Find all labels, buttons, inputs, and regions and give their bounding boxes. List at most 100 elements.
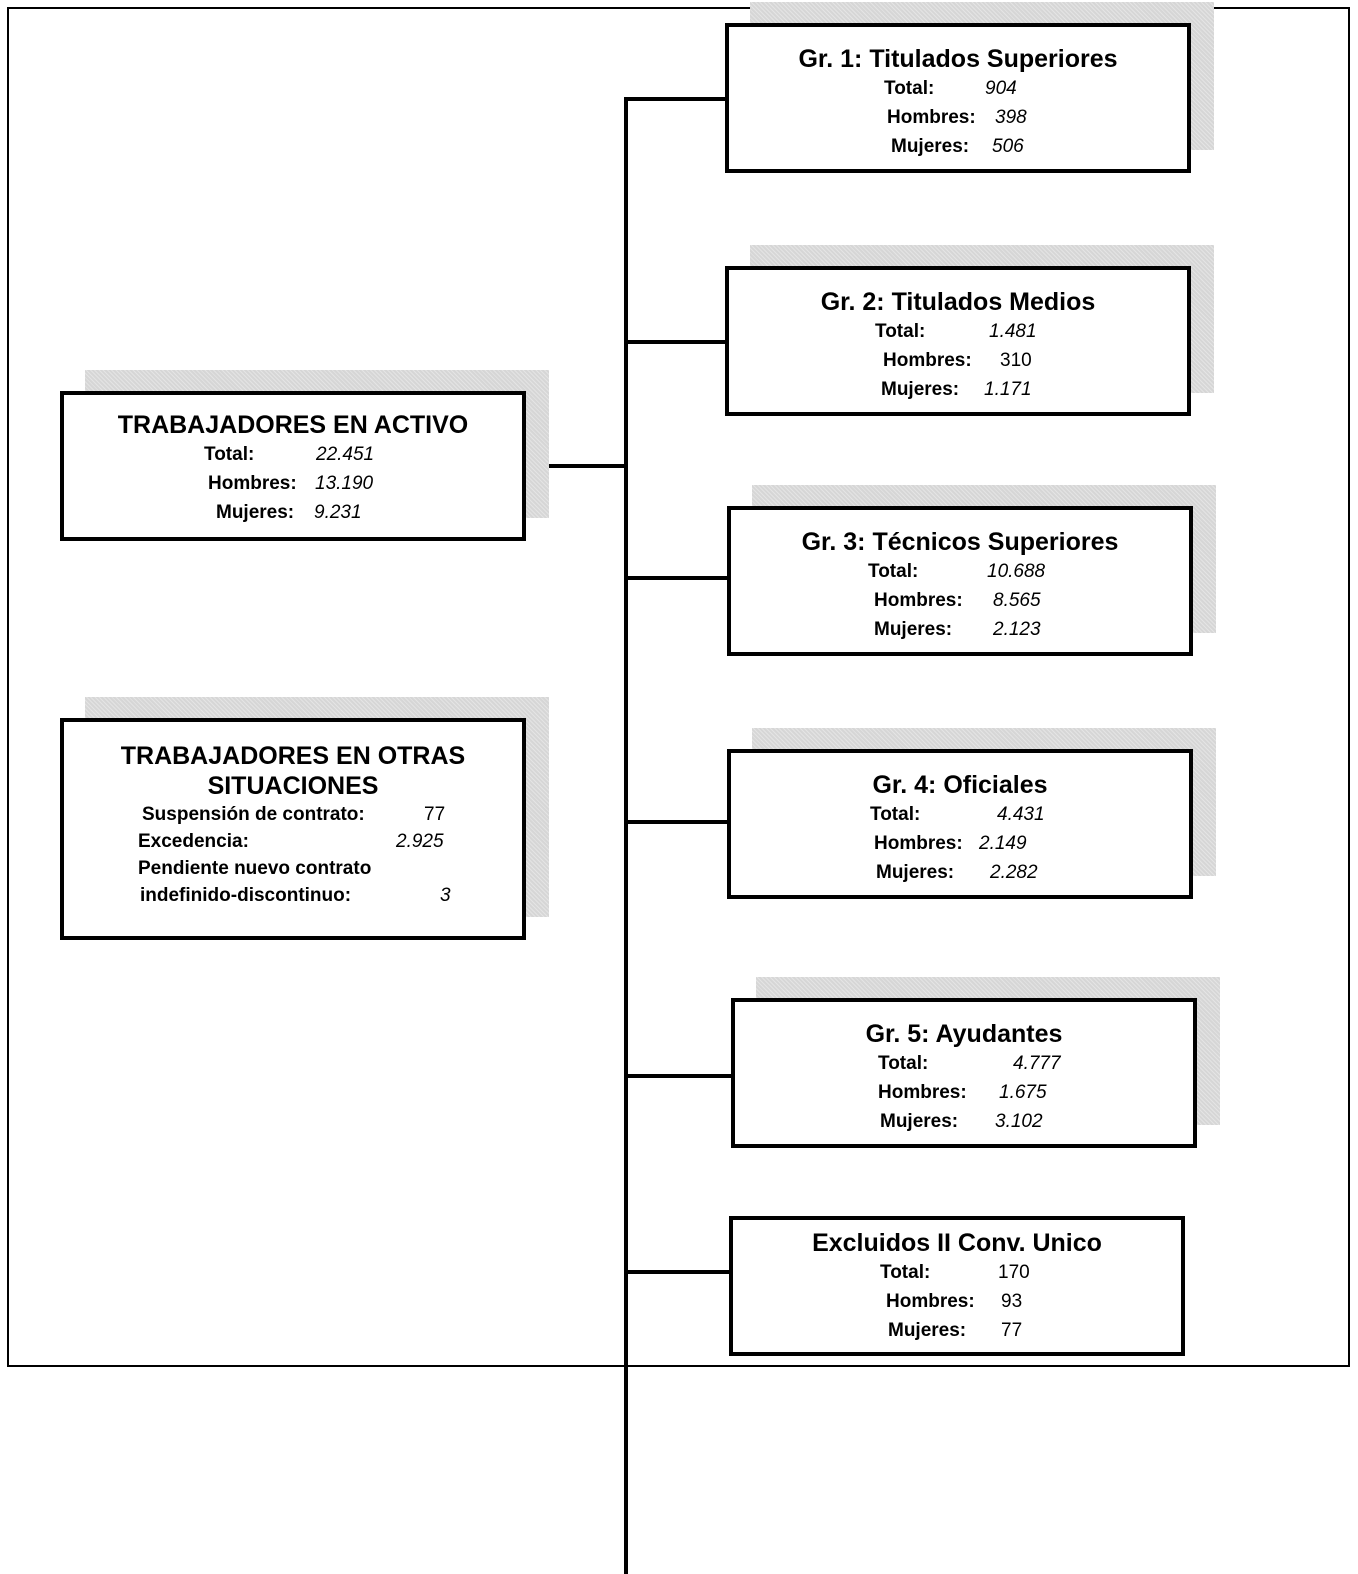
- group-mujeres-value: 77: [1001, 1320, 1023, 1341]
- otras-pendiente-row2: indefinido-discontinuo: 3: [64, 882, 522, 909]
- group-title: Gr. 2: Titulados Medios: [820, 288, 1096, 316]
- total-label: Total:: [878, 1053, 929, 1074]
- suspension-label: Suspensión de contrato:: [142, 804, 365, 825]
- hombres-label: Hombres:: [874, 590, 963, 611]
- activo-hombres-value: 13.190: [315, 473, 374, 494]
- group-total-value: 1.481: [989, 321, 1037, 342]
- group-title: Gr. 3: Técnicos Superiores: [801, 528, 1119, 556]
- group-hombres-row: Hombres: 8.565: [731, 586, 1189, 615]
- connector-gr2: [624, 340, 728, 344]
- activo-hombres-row: Hombres: 13.190: [64, 469, 522, 498]
- group-mujeres-value: 2.123: [993, 619, 1041, 640]
- activo-mujeres-row: Mujeres: 9.231: [64, 498, 522, 527]
- group-hombres-row: Hombres: 398: [729, 103, 1187, 132]
- group-mujeres-row: Mujeres: 3.102: [735, 1107, 1193, 1136]
- excedencia-value: 2.925: [396, 831, 444, 852]
- total-label: Total:: [870, 804, 921, 825]
- group-box-gr4: Gr. 4: Oficiales Total: 4.431 Hombres: 2…: [727, 749, 1193, 899]
- hombres-label: Hombres:: [208, 473, 297, 494]
- otras-suspension-row: Suspensión de contrato: 77: [64, 801, 522, 828]
- group-title: Gr. 1: Titulados Superiores: [798, 45, 1118, 73]
- group-total-value: 4.777: [1013, 1053, 1061, 1074]
- group-mujeres-row: Mujeres: 506: [729, 132, 1187, 161]
- connector-gr1: [624, 97, 728, 101]
- activo-total-value: 22.451: [316, 444, 375, 465]
- otras-excedencia-row: Excedencia: 2.925: [64, 828, 522, 855]
- mujeres-label: Mujeres:: [881, 379, 960, 400]
- group-total-row: Total: 4.431: [731, 800, 1189, 829]
- mujeres-label: Mujeres:: [888, 1320, 967, 1341]
- excedencia-label: Excedencia:: [138, 831, 249, 852]
- otras-pendiente-row1: Pendiente nuevo contrato: [64, 855, 522, 882]
- group-box-gr1: Gr. 1: Titulados Superiores Total: 904 H…: [725, 23, 1191, 173]
- group-total-row: Total: 170: [733, 1258, 1181, 1287]
- group-hombres-value: 398: [995, 107, 1027, 128]
- mujeres-label: Mujeres:: [891, 136, 970, 157]
- group-hombres-row: Hombres: 1.675: [735, 1078, 1193, 1107]
- mujeres-label: Mujeres:: [876, 862, 955, 883]
- otras-box: TRABAJADORES EN OTRAS SITUACIONES Suspen…: [60, 718, 526, 940]
- group-mujeres-row: Mujeres: 1.171: [729, 375, 1187, 404]
- connector-main-horizontal: [524, 464, 628, 468]
- group-total-value: 170: [998, 1262, 1030, 1283]
- group-mujeres-row: Mujeres: 2.282: [731, 858, 1189, 887]
- group-box-excluidos: Excluidos II Conv. Unico Total: 170 Homb…: [729, 1216, 1185, 1356]
- group-hombres-row: Hombres: 93: [733, 1287, 1181, 1316]
- group-hombres-row: Hombres: 310: [729, 346, 1187, 375]
- pendiente-label-line2: indefinido-discontinuo:: [140, 885, 352, 906]
- group-box-gr3: Gr. 3: Técnicos Superiores Total: 10.688…: [727, 506, 1193, 656]
- group-hombres-value: 2.149: [979, 833, 1027, 854]
- hombres-label: Hombres:: [878, 1082, 967, 1103]
- otras-title-line2: SITUACIONES: [207, 772, 379, 800]
- suspension-value: 77: [424, 804, 446, 825]
- group-title: Gr. 5: Ayudantes: [865, 1020, 1063, 1048]
- activo-mujeres-value: 9.231: [314, 502, 362, 523]
- hombres-label: Hombres:: [883, 350, 972, 371]
- group-total-row: Total: 1.481: [729, 317, 1187, 346]
- total-label: Total:: [868, 561, 919, 582]
- connector-vertical-trunk: [624, 97, 628, 1574]
- connector-excluidos: [624, 1270, 732, 1274]
- group-mujeres-value: 1.171: [984, 379, 1032, 400]
- pendiente-label-line1: Pendiente nuevo contrato: [138, 858, 372, 879]
- group-hombres-value: 1.675: [999, 1082, 1047, 1103]
- total-label: Total:: [884, 78, 935, 99]
- group-title: Gr. 4: Oficiales: [872, 771, 1048, 799]
- pendiente-value: 3: [440, 885, 451, 906]
- group-hombres-value: 310: [1000, 350, 1032, 371]
- activo-total-row: Total: 22.451: [64, 440, 522, 469]
- mujeres-label: Mujeres:: [874, 619, 953, 640]
- connector-gr4: [624, 820, 730, 824]
- mujeres-label: Mujeres:: [216, 502, 295, 523]
- activo-box: TRABAJADORES EN ACTIVO Total: 22.451 Hom…: [60, 391, 526, 541]
- connector-gr5: [624, 1074, 734, 1078]
- group-total-row: Total: 4.777: [735, 1049, 1193, 1078]
- connector-gr3: [624, 576, 730, 580]
- otras-title-line1: TRABAJADORES EN OTRAS: [120, 742, 466, 770]
- total-label: Total:: [875, 321, 926, 342]
- group-hombres-row: Hombres: 2.149: [731, 829, 1189, 858]
- group-total-row: Total: 904: [729, 74, 1187, 103]
- group-box-gr2: Gr. 2: Titulados Medios Total: 1.481 Hom…: [725, 266, 1191, 416]
- group-mujeres-value: 506: [992, 136, 1024, 157]
- group-total-row: Total: 10.688: [731, 557, 1189, 586]
- group-total-value: 10.688: [987, 561, 1046, 582]
- group-hombres-value: 93: [1001, 1291, 1023, 1312]
- group-mujeres-value: 3.102: [995, 1111, 1043, 1132]
- group-total-value: 904: [985, 78, 1017, 99]
- group-title: Excluidos II Conv. Unico: [812, 1229, 1102, 1257]
- page-frame: [7, 7, 1350, 1367]
- mujeres-label: Mujeres:: [880, 1111, 959, 1132]
- group-mujeres-row: Mujeres: 77: [733, 1316, 1181, 1345]
- hombres-label: Hombres:: [874, 833, 963, 854]
- group-box-gr5: Gr. 5: Ayudantes Total: 4.777 Hombres: 1…: [731, 998, 1197, 1148]
- total-label: Total:: [880, 1262, 931, 1283]
- total-label: Total:: [204, 444, 255, 465]
- group-hombres-value: 8.565: [993, 590, 1041, 611]
- group-total-value: 4.431: [997, 804, 1045, 825]
- group-mujeres-value: 2.282: [990, 862, 1038, 883]
- group-mujeres-row: Mujeres: 2.123: [731, 615, 1189, 644]
- activo-title: TRABAJADORES EN ACTIVO: [117, 411, 469, 439]
- hombres-label: Hombres:: [887, 107, 976, 128]
- hombres-label: Hombres:: [886, 1291, 975, 1312]
